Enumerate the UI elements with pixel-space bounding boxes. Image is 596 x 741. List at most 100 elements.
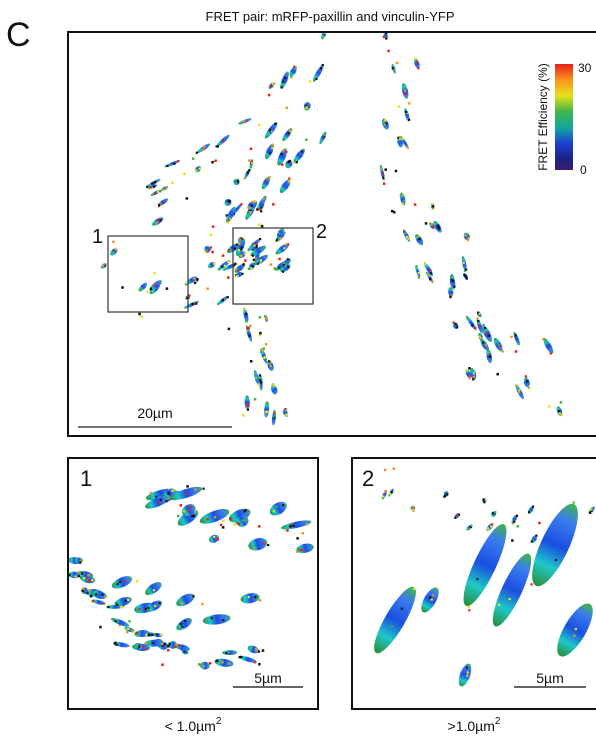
adhesion xyxy=(191,157,195,160)
adhesion xyxy=(194,166,202,173)
adhesion xyxy=(526,379,529,383)
adhesion xyxy=(295,550,298,553)
adhesion xyxy=(492,553,532,627)
adhesion xyxy=(430,223,433,226)
adhesion xyxy=(163,643,166,646)
adhesion xyxy=(216,538,219,541)
adhesion xyxy=(260,224,264,228)
adhesion xyxy=(227,651,230,654)
inset-label: 2 xyxy=(362,466,374,491)
adhesion xyxy=(271,147,274,150)
roi-box xyxy=(107,235,189,313)
adhesion xyxy=(478,324,481,327)
adhesion xyxy=(497,603,501,606)
adhesion xyxy=(203,617,207,621)
adhesion xyxy=(256,262,259,265)
adhesion xyxy=(244,320,248,323)
adhesion xyxy=(301,549,304,552)
adhesion xyxy=(443,495,446,498)
adhesion xyxy=(527,386,531,389)
adhesion xyxy=(99,625,102,629)
adhesion xyxy=(211,225,215,228)
adhesion xyxy=(258,525,261,528)
adhesion xyxy=(238,656,241,659)
adhesion xyxy=(288,129,291,133)
adhesion xyxy=(273,82,276,85)
adhesion xyxy=(237,269,240,272)
adhesion xyxy=(261,349,264,352)
adhesion xyxy=(186,281,189,285)
adhesion xyxy=(167,644,170,648)
adhesion xyxy=(288,177,291,180)
adhesion xyxy=(159,633,163,636)
adhesion xyxy=(192,595,195,598)
adhesion xyxy=(244,395,250,410)
adhesion xyxy=(270,129,273,133)
adhesion xyxy=(247,596,250,599)
adhesion xyxy=(413,58,420,69)
adhesion xyxy=(179,622,182,626)
adhesion xyxy=(243,177,246,180)
adhesion xyxy=(274,122,277,126)
adhesion xyxy=(79,559,82,562)
adhesion xyxy=(86,591,89,594)
adhesion xyxy=(215,537,218,540)
adhesion xyxy=(138,288,141,291)
adhesion xyxy=(233,178,240,186)
adhesion xyxy=(153,284,156,287)
adhesion xyxy=(246,408,250,411)
adhesion xyxy=(485,344,488,347)
adhesion xyxy=(250,204,253,207)
adhesion xyxy=(240,122,243,125)
adhesion xyxy=(194,488,197,491)
adhesion xyxy=(74,575,77,578)
adhesion xyxy=(80,559,84,562)
adhesion xyxy=(390,209,394,213)
adhesion xyxy=(267,93,271,97)
adhesion xyxy=(558,409,561,413)
adhesion xyxy=(233,247,237,250)
adhesion xyxy=(289,130,293,133)
adhesion xyxy=(455,326,459,329)
adhesion xyxy=(417,271,420,274)
adhesion xyxy=(382,173,385,176)
adhesion xyxy=(413,203,417,206)
adhesion xyxy=(462,261,465,265)
adhesion xyxy=(195,151,198,154)
adhesion xyxy=(201,602,204,606)
adhesion xyxy=(156,221,159,224)
adhesion xyxy=(114,620,117,623)
adhesion xyxy=(486,527,490,530)
adhesion xyxy=(452,321,455,324)
adhesion xyxy=(397,105,401,108)
adhesion xyxy=(151,182,154,185)
adhesion xyxy=(243,252,247,255)
adhesion xyxy=(164,187,167,190)
adhesion xyxy=(573,634,576,637)
adhesion xyxy=(384,168,387,171)
adhesion xyxy=(112,240,115,244)
adhesion xyxy=(262,198,265,201)
adhesion xyxy=(228,249,231,252)
adhesion xyxy=(494,511,497,514)
adhesion xyxy=(210,616,213,620)
adhesion xyxy=(305,523,309,526)
adhesion xyxy=(285,413,288,416)
adhesion xyxy=(229,217,232,221)
adhesion xyxy=(239,248,242,251)
colorbar-max: 30 xyxy=(578,61,592,75)
adhesion xyxy=(399,193,403,197)
adhesion xyxy=(209,246,213,249)
scale-bar-label: 20µm xyxy=(137,405,172,421)
adhesion xyxy=(247,326,250,330)
adhesion xyxy=(288,178,291,181)
adhesion xyxy=(379,168,383,171)
adhesion xyxy=(468,609,471,612)
adhesion xyxy=(159,498,162,501)
adhesion xyxy=(472,378,475,381)
adhesion xyxy=(463,273,466,277)
adhesion xyxy=(228,200,231,203)
adhesion xyxy=(530,540,534,543)
adhesion xyxy=(241,519,245,522)
adhesion xyxy=(213,516,217,519)
